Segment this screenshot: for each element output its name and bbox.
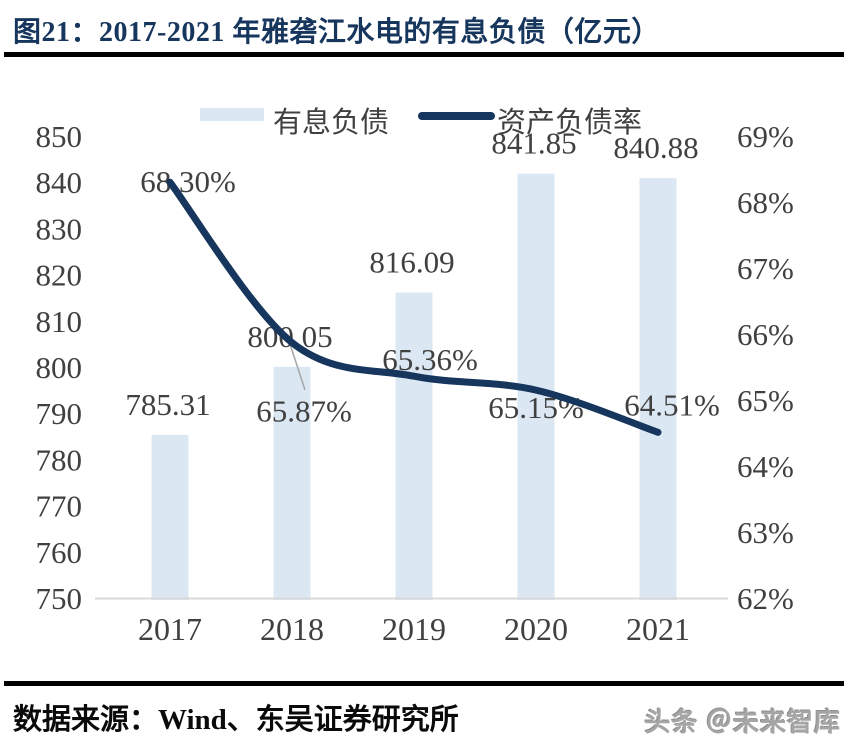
bar-2021 <box>639 178 677 600</box>
bar-value-label-2017: 785.31 <box>125 387 210 422</box>
ratio-line-series <box>166 178 662 436</box>
left-tick-770: 770 <box>36 489 83 524</box>
left-tick-780: 780 <box>36 442 83 477</box>
x-label-2017: 2017 <box>138 611 202 647</box>
legend-bar-swatch <box>200 108 264 121</box>
data-source-text: 数据来源：Wind、东吴证券研究所 <box>13 704 459 736</box>
legend-line-swatch <box>418 112 495 120</box>
right-tick-62: 62% <box>737 581 794 616</box>
left-tick-820: 820 <box>36 258 83 293</box>
bar-value-label-2020: 841.85 <box>491 126 576 161</box>
line-value-label-2018: 65.87% <box>256 394 352 429</box>
left-tick-810: 810 <box>36 304 83 339</box>
x-label-2019: 2019 <box>382 611 446 647</box>
bar-2018 <box>273 366 311 600</box>
right-tick-63: 63% <box>737 515 794 550</box>
label-leader-line <box>289 343 306 391</box>
legend-label-ratio: 资产负债率 <box>497 107 643 139</box>
bar-2019 <box>395 292 433 600</box>
left-tick-850: 850 <box>36 119 83 154</box>
bar-value-label-2018: 800.05 <box>247 319 332 354</box>
x-label-2018: 2018 <box>260 611 324 647</box>
legend-label-debt: 有息负债 <box>273 107 390 139</box>
left-tick-760: 760 <box>36 535 83 570</box>
right-tick-69: 69% <box>737 119 794 154</box>
left-tick-790: 790 <box>36 396 83 431</box>
line-value-label-2020: 65.15% <box>488 390 584 425</box>
footer-divider <box>4 681 844 686</box>
left-tick-800: 800 <box>36 350 83 385</box>
x-label-2020: 2020 <box>504 611 568 647</box>
bar-value-label-2019: 816.09 <box>369 245 454 280</box>
line-value-label-2017: 68.30% <box>140 164 236 199</box>
right-tick-65: 65% <box>737 383 794 418</box>
watermark-text: 头条 ＠未来智库 <box>644 708 841 737</box>
bar-value-label-2021: 840.88 <box>613 130 698 165</box>
left-tick-830: 830 <box>36 211 83 246</box>
bar-2017 <box>151 434 189 600</box>
figure-title: 图21：2017-2021 年雅砻江水电的有息负债（亿元） <box>13 17 660 48</box>
right-tick-64: 64% <box>737 449 794 484</box>
left-tick-840: 840 <box>36 165 83 200</box>
left-tick-750: 750 <box>36 581 83 616</box>
x-label-2021: 2021 <box>626 611 690 647</box>
right-tick-66: 66% <box>737 317 794 352</box>
title-divider <box>4 52 844 57</box>
line-value-label-2021: 64.51% <box>624 387 720 422</box>
right-tick-67: 67% <box>737 251 794 286</box>
right-tick-68: 68% <box>737 185 794 220</box>
